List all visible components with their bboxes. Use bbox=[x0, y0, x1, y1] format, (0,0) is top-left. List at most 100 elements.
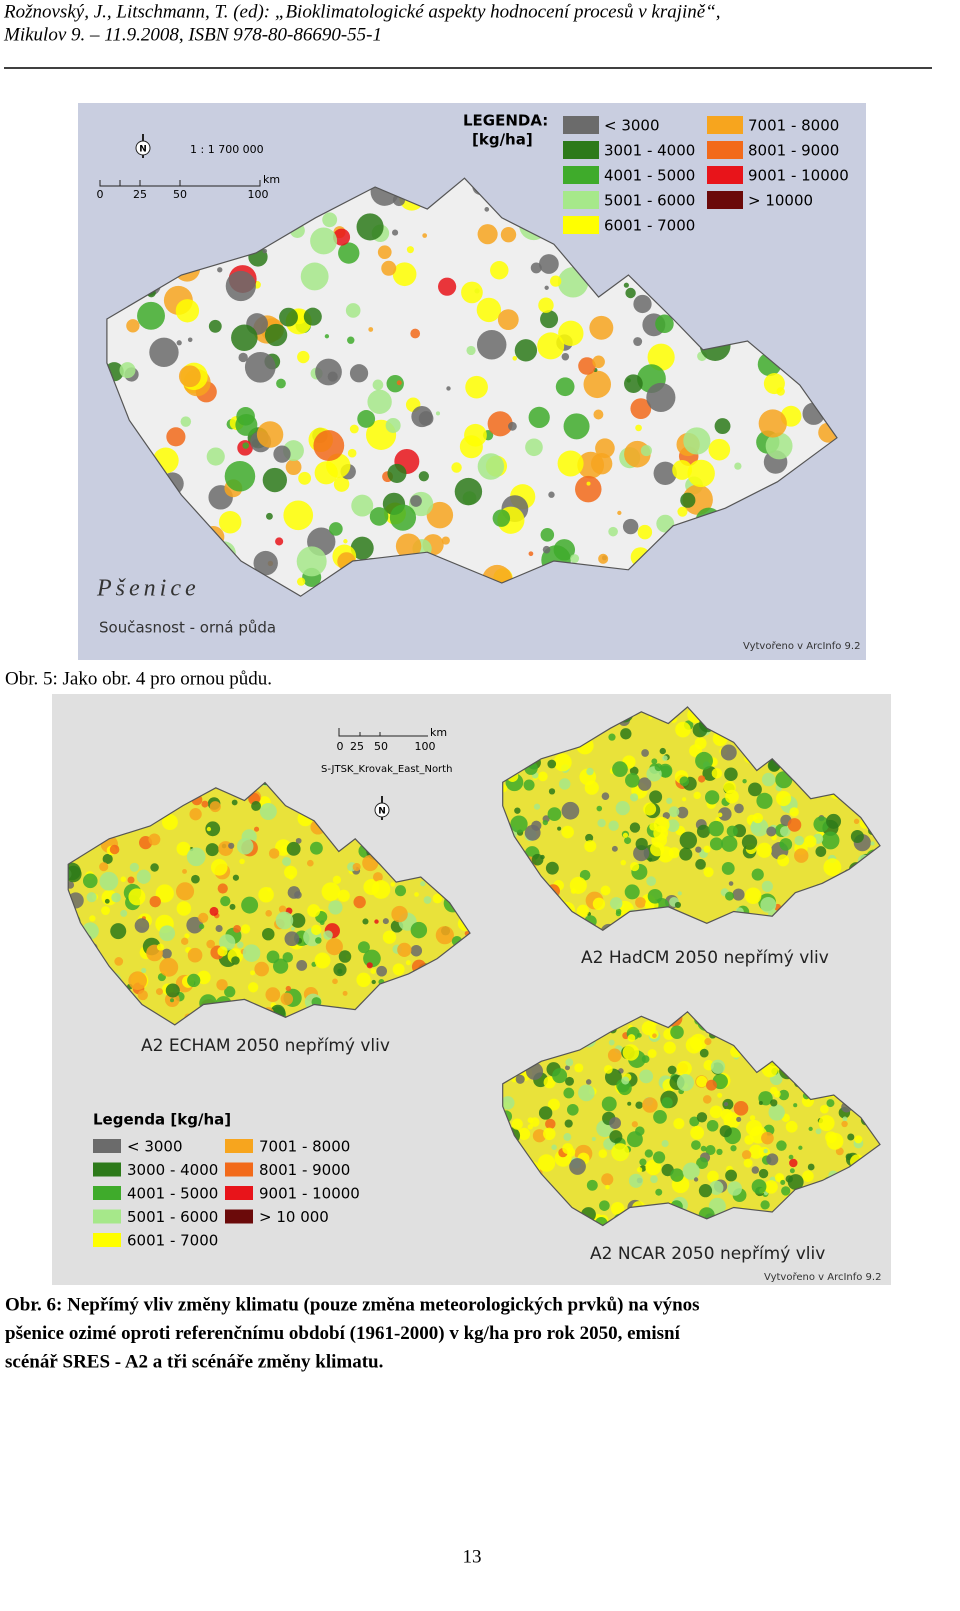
legend-swatch bbox=[707, 141, 743, 159]
header-line: Rožnovský, J., Litschmann, T. (ed): „Bio… bbox=[3, 1, 721, 22]
map-patch bbox=[68, 865, 82, 883]
map-patch bbox=[707, 1170, 719, 1183]
map-patch bbox=[368, 327, 374, 332]
map-patch bbox=[695, 859, 706, 870]
map-label: A2 HadCM 2050 nepřímý vliv bbox=[581, 948, 829, 968]
map-patch bbox=[545, 861, 559, 875]
map-patch bbox=[835, 1147, 844, 1156]
map-patch bbox=[175, 299, 200, 323]
map-patch bbox=[741, 834, 758, 850]
map-patch bbox=[794, 835, 805, 846]
map-patch bbox=[284, 931, 300, 947]
map-patch bbox=[161, 948, 172, 959]
map-patch bbox=[466, 345, 476, 356]
map-patch bbox=[761, 772, 776, 787]
map-patch bbox=[815, 846, 827, 857]
map-patch bbox=[435, 411, 441, 416]
map-patch bbox=[287, 886, 301, 899]
caption-line: Obr. 6: Nepřímý vliv změny klimatu (pouz… bbox=[5, 1294, 700, 1315]
map-patch bbox=[321, 882, 341, 901]
map-patch bbox=[459, 435, 483, 459]
map-patch bbox=[763, 373, 785, 395]
map-patch bbox=[332, 978, 338, 985]
map-patch bbox=[314, 952, 331, 969]
map-patch bbox=[676, 806, 689, 819]
legend-label: 6001 - 7000 bbox=[604, 217, 695, 235]
map-patch bbox=[592, 355, 605, 369]
map-patch bbox=[137, 301, 165, 330]
map-patch bbox=[241, 896, 259, 914]
map-patch bbox=[477, 224, 498, 245]
map-patch bbox=[418, 411, 434, 426]
map-patch bbox=[102, 853, 113, 865]
scale-tick: 50 bbox=[374, 740, 388, 753]
map-patch bbox=[492, 509, 511, 527]
map-patch bbox=[652, 1033, 657, 1038]
map-patch bbox=[608, 1039, 615, 1046]
map-patch bbox=[825, 1131, 837, 1144]
legend-swatch bbox=[707, 116, 743, 134]
map-patch bbox=[721, 862, 735, 875]
map-patch bbox=[137, 989, 148, 1001]
map-patch bbox=[247, 982, 259, 993]
map-patch bbox=[761, 1131, 774, 1145]
map-patch bbox=[666, 819, 680, 832]
map-patch bbox=[357, 941, 370, 954]
map-patch bbox=[635, 897, 646, 908]
legend-label: 4001 - 5000 bbox=[127, 1185, 218, 1203]
map-patch bbox=[176, 340, 182, 346]
map-patch bbox=[666, 797, 673, 805]
map-patch bbox=[264, 323, 288, 347]
map-patch bbox=[725, 789, 739, 804]
legend-swatch bbox=[707, 166, 743, 184]
map-patch bbox=[620, 728, 632, 740]
map-patch bbox=[381, 260, 397, 276]
map-patch bbox=[612, 761, 628, 778]
map-patch bbox=[238, 352, 248, 363]
map-patch bbox=[528, 406, 550, 429]
map-patch bbox=[717, 1092, 723, 1098]
map-patch bbox=[651, 758, 658, 765]
map-patch bbox=[547, 759, 557, 769]
map-patch bbox=[589, 315, 614, 340]
map-patch bbox=[356, 972, 371, 988]
map-patch bbox=[815, 1128, 822, 1135]
legend-swatch bbox=[93, 1186, 121, 1200]
map-patch bbox=[726, 825, 738, 837]
map-patch bbox=[732, 888, 745, 901]
map-patch bbox=[854, 1135, 863, 1144]
map-patch bbox=[325, 938, 343, 956]
map-patch bbox=[629, 822, 641, 833]
map-patch bbox=[476, 297, 502, 323]
map-patch bbox=[268, 848, 280, 859]
map-patch bbox=[743, 1158, 753, 1168]
map-patch bbox=[595, 438, 615, 459]
map-patch bbox=[236, 941, 244, 949]
map-patch bbox=[601, 1096, 617, 1112]
map-label: A2 NCAR 2050 nepřímý vliv bbox=[590, 1244, 825, 1264]
map-patch bbox=[280, 992, 294, 1006]
map-patch bbox=[558, 778, 571, 790]
map-patch bbox=[267, 887, 272, 892]
map-patch bbox=[744, 887, 762, 904]
map-patch bbox=[690, 1125, 705, 1140]
map-patch bbox=[272, 958, 289, 974]
map-patch bbox=[176, 841, 191, 856]
map-patch bbox=[842, 1116, 848, 1122]
map-patch bbox=[694, 737, 707, 750]
map-patch bbox=[756, 792, 773, 809]
map-patch bbox=[328, 900, 343, 915]
map-outline bbox=[502, 1010, 881, 1227]
map-patch bbox=[284, 865, 298, 879]
credit: Vytvořeno v ArcInfo 9.2 bbox=[764, 1271, 881, 1283]
map-patch bbox=[313, 430, 345, 461]
map-patch bbox=[720, 744, 737, 761]
map-patch bbox=[527, 1124, 533, 1130]
map-patch bbox=[537, 771, 548, 782]
map-patch bbox=[510, 815, 528, 833]
map-patch bbox=[349, 364, 369, 383]
map-patch bbox=[633, 294, 652, 314]
map-patch bbox=[229, 903, 236, 910]
map-patch bbox=[680, 492, 696, 508]
